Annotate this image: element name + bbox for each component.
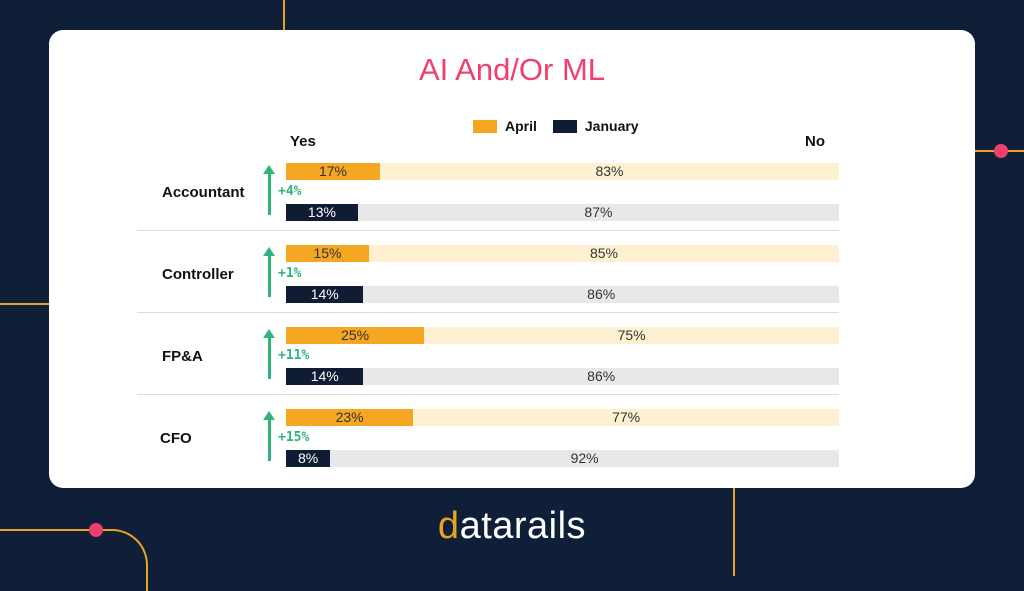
bar-segment-yes: 23% xyxy=(286,409,414,426)
chart-title: AI And/Or ML xyxy=(418,52,606,87)
increase-arrow-icon xyxy=(263,411,275,461)
legend-label-april: April xyxy=(505,118,537,134)
bar-segment-yes: 14% xyxy=(286,286,364,303)
change-label: +15% xyxy=(278,430,310,445)
bar-segment-yes: 25% xyxy=(286,327,425,344)
increase-arrow-icon xyxy=(263,329,275,379)
bar-segment-no: 77% xyxy=(413,409,839,426)
bar-january: 14% 86% xyxy=(286,368,839,385)
change-label: +4% xyxy=(278,184,302,199)
bar-segment-yes: 14% xyxy=(286,368,364,385)
increase-arrow-icon xyxy=(263,165,275,215)
bar-segment-no: 83% xyxy=(380,163,839,180)
bar-segment-no: 92% xyxy=(330,450,839,467)
bar-april: 17% 83% xyxy=(286,163,839,180)
decor-line xyxy=(0,529,100,531)
decor-line xyxy=(733,488,735,576)
change-label: +11% xyxy=(278,348,310,363)
role-label: CFO xyxy=(160,430,192,447)
role-label: Accountant xyxy=(162,184,245,201)
role-label: Controller xyxy=(162,266,234,283)
legend: April January xyxy=(473,118,655,134)
bar-april: 15% 85% xyxy=(286,245,839,262)
bar-april: 25% 75% xyxy=(286,327,839,344)
legend-label-january: January xyxy=(584,118,639,134)
bar-segment-no: 85% xyxy=(368,245,839,262)
change-label: +1% xyxy=(278,266,302,281)
chart-card: AI And/Or ML April January Yes No Accoun… xyxy=(49,30,975,488)
group-divider xyxy=(137,230,839,231)
bar-january: 14% 86% xyxy=(286,286,839,303)
column-label-no: No xyxy=(805,133,825,150)
bar-segment-yes: 13% xyxy=(286,204,358,221)
bar-segment-yes: 17% xyxy=(286,163,380,180)
bar-april: 23% 77% xyxy=(286,409,839,426)
bar-segment-no: 75% xyxy=(424,327,839,344)
bar-january: 8% 92% xyxy=(286,450,839,467)
bar-january: 13% 87% xyxy=(286,204,839,221)
datarails-logo: datarails xyxy=(437,505,587,547)
legend-swatch-january xyxy=(552,119,577,133)
group-divider xyxy=(137,312,839,313)
decor-line xyxy=(0,303,49,305)
legend-item-january: January xyxy=(552,118,639,134)
bar-segment-yes: 8% xyxy=(286,450,331,467)
bar-segment-no: 87% xyxy=(357,204,839,221)
bar-segment-no: 86% xyxy=(363,368,839,385)
legend-swatch-april xyxy=(473,119,497,133)
column-label-yes: Yes xyxy=(290,133,316,150)
increase-arrow-icon xyxy=(263,247,275,297)
legend-item-april: April xyxy=(473,118,537,134)
bar-segment-yes: 15% xyxy=(286,245,369,262)
role-label: FP&A xyxy=(162,348,203,365)
decor-dot xyxy=(89,523,103,537)
bar-segment-no: 86% xyxy=(363,286,839,303)
decor-dot xyxy=(994,144,1008,158)
group-divider xyxy=(137,394,839,395)
decor-line xyxy=(283,0,285,30)
